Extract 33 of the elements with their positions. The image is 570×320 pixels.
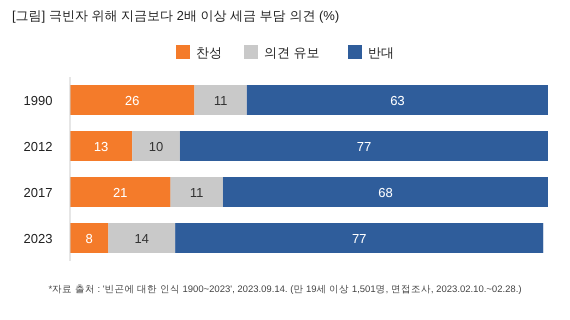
legend-label: 의견 유보: [264, 45, 320, 60]
bar: [170, 177, 223, 207]
bar: [246, 85, 548, 115]
bar: [175, 223, 544, 253]
bar: [70, 131, 132, 161]
bar: [70, 223, 108, 253]
title: [그림] 극빈자 위해 지금보다 2배 이상 세금 부담 의견 (%): [12, 8, 340, 23]
data-label: 77: [352, 231, 366, 246]
data-label: 63: [390, 93, 405, 108]
text: *자료 출처 : '빈곤에 대한 인식 1900~2023', 2023.09.14. (만 19세 이상 1,501명, 면접조사, 2023.02.10.~02.28.): [48, 284, 522, 295]
y-tick-label: 1990: [24, 93, 52, 108]
bar: [70, 85, 194, 115]
bar: [132, 131, 180, 161]
data-label: 11: [214, 93, 228, 108]
y-tick-label: 2012: [24, 139, 52, 154]
data-label: 26: [124, 93, 140, 108]
bar: [222, 177, 548, 207]
data-label: 13: [94, 139, 108, 154]
bar: [108, 223, 176, 253]
data-label: 68: [378, 185, 393, 200]
data-label: 10: [148, 139, 164, 154]
y-tick-label: 2023: [24, 231, 52, 246]
legend-label: 반대: [368, 45, 394, 60]
legend-label: 찬성: [196, 45, 222, 60]
data-label: 21: [112, 185, 128, 200]
data-label: 77: [356, 139, 372, 154]
data-label: 8: [86, 231, 93, 246]
bar: [70, 177, 170, 207]
bar: [180, 131, 548, 161]
bar: [194, 85, 247, 115]
data-label: 11: [190, 185, 204, 200]
y-tick-label: 2017: [24, 185, 52, 200]
data-label: 14: [134, 231, 149, 246]
